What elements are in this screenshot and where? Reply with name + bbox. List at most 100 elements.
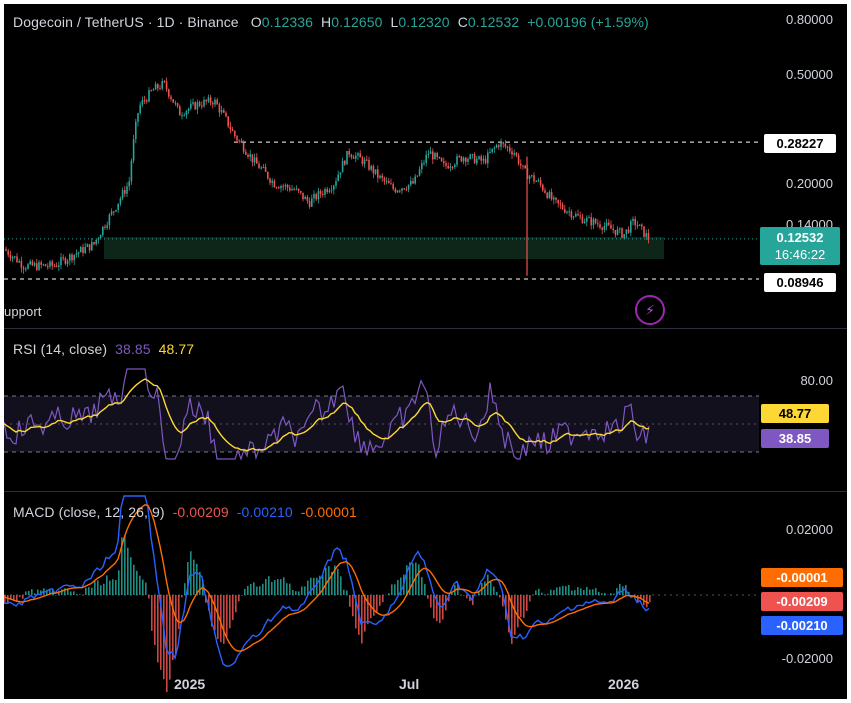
- lightning-icon[interactable]: ⚡: [635, 295, 665, 325]
- macd-histogram-bar: [241, 595, 243, 596]
- macd-histogram-bar: [301, 586, 303, 595]
- candle-body: [515, 153, 518, 156]
- macd-histogram-bar: [37, 589, 39, 595]
- candle-body: [49, 261, 51, 267]
- candle-body: [170, 96, 172, 100]
- candle-body: [612, 228, 614, 231]
- candle-body: [460, 156, 463, 162]
- candle-body: [476, 158, 478, 164]
- macd-histogram-bar: [352, 595, 354, 617]
- macd-histogram-bar: [229, 595, 231, 629]
- candle-body: [194, 102, 196, 110]
- candle-body: [414, 176, 416, 184]
- candle-body: [396, 190, 399, 193]
- candle-body: [302, 192, 304, 200]
- candle-body: [403, 188, 405, 190]
- candle-body: [427, 154, 430, 156]
- candle-body: [425, 154, 427, 163]
- macd-histogram-bar: [247, 585, 249, 595]
- candle-body: [385, 180, 388, 182]
- candle-body: [544, 190, 546, 193]
- macd-histogram-bar: [334, 565, 336, 595]
- macd-histogram-bar: [610, 593, 612, 595]
- macd-histogram-bar: [436, 595, 438, 622]
- macd-axis-label: 0.02000: [786, 522, 833, 537]
- candle-body: [616, 229, 619, 235]
- candle-body: [625, 229, 628, 235]
- candle-body: [183, 115, 185, 117]
- candle-body: [22, 267, 25, 270]
- macd-histogram-bar: [22, 595, 24, 599]
- candle-body: [75, 253, 78, 255]
- macd-histogram-bar: [361, 595, 363, 644]
- macd-histogram-bar: [337, 568, 339, 595]
- rsi-tag: 38.85: [761, 429, 829, 448]
- macd-histogram-bar: [580, 588, 582, 595]
- candle-body: [141, 100, 144, 105]
- candle-body: [330, 189, 333, 191]
- candle-body: [366, 159, 368, 161]
- macd-histogram-bar: [196, 563, 198, 595]
- macd-histogram-bar: [283, 577, 285, 595]
- macd-histogram-bar: [583, 590, 585, 595]
- candle-body: [174, 102, 177, 104]
- macd-histogram-bar: [325, 567, 327, 595]
- price-axis-label: 0.50000: [786, 67, 833, 82]
- candle-body: [291, 189, 293, 191]
- candle-body: [550, 191, 553, 200]
- macd-histogram-bar: [406, 565, 408, 595]
- candle-body: [388, 180, 390, 184]
- candle-body: [42, 264, 45, 266]
- macd-histogram-bar: [307, 580, 309, 595]
- macd-histogram-bar: [202, 579, 204, 595]
- candle-body: [44, 264, 47, 267]
- candle-body: [201, 105, 203, 107]
- macd-histogram-bar: [139, 575, 141, 595]
- candle-body: [467, 158, 469, 162]
- candle-body: [128, 181, 130, 187]
- macd-histogram-bar: [70, 591, 72, 595]
- candle-body: [445, 163, 447, 166]
- candle-body: [500, 142, 502, 147]
- macd-histogram-bar: [274, 580, 276, 595]
- candle-body: [29, 261, 31, 265]
- candle-body: [489, 152, 491, 154]
- macd-histogram-bar: [232, 595, 234, 621]
- candle-body: [348, 150, 350, 155]
- chart-area[interactable]: Dogecoin / TetherUS · 1D · Binance O0.12…: [4, 4, 847, 699]
- candle-body: [502, 142, 504, 144]
- pane-separator[interactable]: [4, 328, 847, 329]
- candle-body: [480, 156, 482, 161]
- candle-body: [227, 116, 229, 127]
- candle-body: [300, 191, 302, 193]
- candle-body: [368, 159, 370, 170]
- macd-histogram-bar: [475, 595, 477, 596]
- candle-body: [594, 219, 597, 224]
- chart-canvas[interactable]: [4, 4, 847, 699]
- candle-body: [306, 196, 309, 202]
- candle-body: [487, 152, 489, 164]
- macd-histogram-bar: [421, 577, 423, 595]
- candle-body: [357, 153, 359, 156]
- macd-histogram-bar: [397, 580, 399, 595]
- macd-histogram-bar: [490, 581, 492, 595]
- candle-body: [38, 262, 40, 270]
- macd-histogram-bar: [526, 595, 528, 612]
- candle-body: [636, 225, 639, 227]
- candle-body: [249, 154, 251, 157]
- pane-separator[interactable]: [4, 491, 847, 492]
- candle-body: [407, 184, 410, 190]
- macd-histogram-bar: [28, 590, 30, 595]
- macd-histogram-bar: [430, 595, 432, 608]
- candle-body: [438, 156, 441, 158]
- candle-body: [185, 111, 188, 116]
- candle-body: [421, 163, 423, 170]
- candle-body: [220, 110, 223, 113]
- macd-histogram-bar: [574, 590, 576, 595]
- candle-body: [40, 262, 42, 265]
- macd-histogram-bar: [253, 582, 255, 595]
- macd-histogram-bar: [10, 595, 12, 600]
- macd-signal-line: [4, 504, 650, 652]
- candle-body: [638, 224, 641, 226]
- candle-body: [280, 186, 282, 189]
